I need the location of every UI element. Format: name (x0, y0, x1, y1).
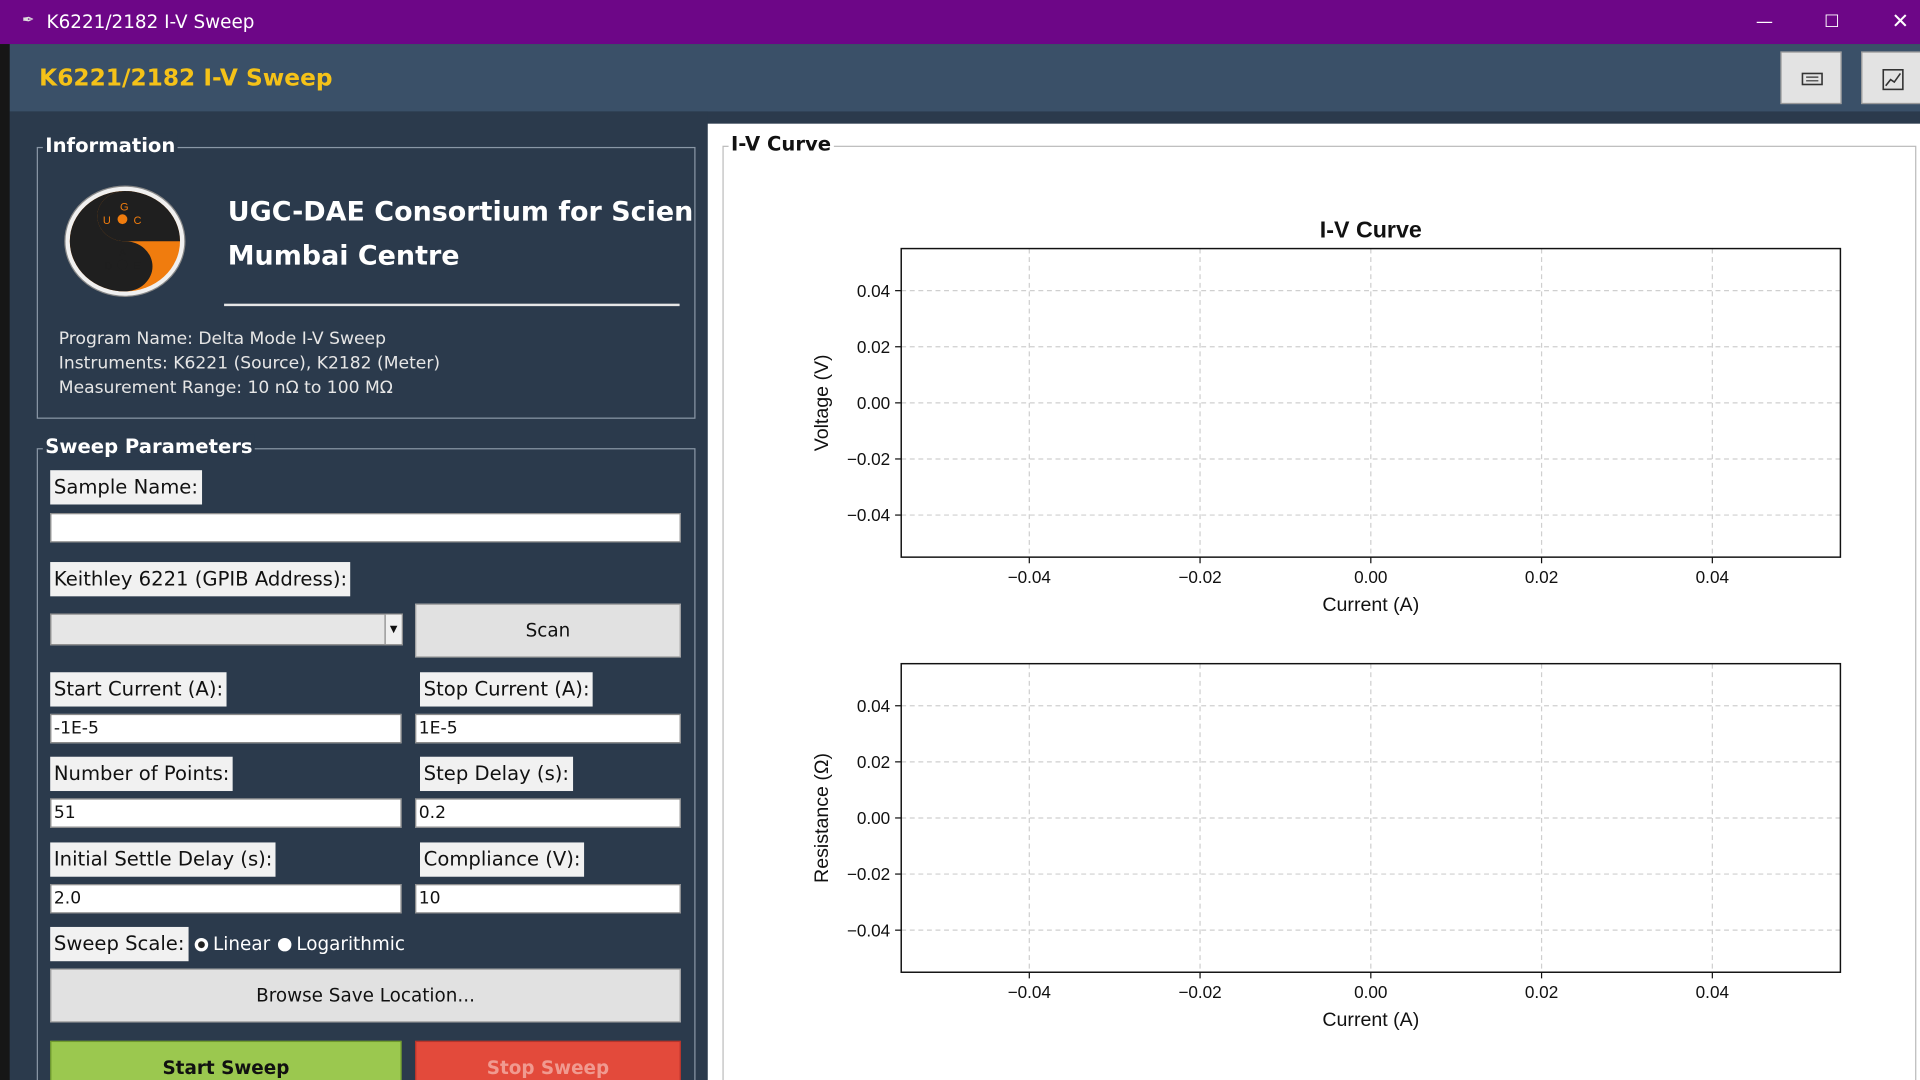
start-current-label: Start Current (A): (50, 672, 227, 707)
y-tick-label: −0.02 (847, 449, 890, 469)
radio-unselected-icon (277, 937, 292, 952)
gpib-address-label: Keithley 6221 (GPIB Address): (50, 562, 351, 597)
logo-letter-a: A (119, 247, 127, 259)
window-title: K6221/2182 I-V Sweep (46, 11, 255, 34)
y-axis-label: Voltage (V) (811, 354, 833, 451)
chart-button[interactable] (1861, 51, 1920, 105)
logo-letter-c: C (133, 215, 141, 227)
chart-icon (1882, 69, 1904, 91)
y-tick-label: 0.02 (857, 337, 890, 357)
sweep-parameters-title: Sweep Parameters (42, 434, 256, 458)
y-tick-label: 0.02 (857, 752, 890, 772)
radio-selected-icon (194, 937, 209, 952)
x-axis-label: Current (A) (1322, 594, 1419, 616)
plot-panel: I-V Curve I-V Curve −0.04 −0.02 0.00 0.02 0.0… (707, 123, 1920, 1080)
number-of-points-input[interactable]: 51 (50, 798, 402, 828)
stop-sweep-button[interactable]: Stop Sweep (415, 1040, 681, 1080)
logarithmic-radio[interactable]: Logarithmic (277, 933, 405, 956)
start-sweep-button[interactable]: Start Sweep (50, 1040, 402, 1080)
x-tick-label: 0.02 (1525, 982, 1558, 1002)
x-tick-label: 0.00 (1354, 567, 1387, 587)
initial-settle-delay-label: Initial Settle Delay (s): (50, 842, 277, 877)
window-titlebar: ✒ K6221/2182 I-V Sweep — ☐ ✕ (0, 0, 1920, 45)
y-tick-label: −0.02 (847, 864, 890, 884)
consortium-logo: G U C A D E (64, 185, 186, 297)
stop-current-label: Stop Current (A): (420, 672, 594, 707)
y-tick-label: 0.00 (857, 808, 890, 828)
sweep-scale-label: Sweep Scale: (50, 926, 189, 962)
compliance-label: Compliance (V): (420, 842, 585, 877)
logo-letter-g: G (120, 202, 129, 214)
x-axis-label: Current (A) (1322, 1009, 1419, 1031)
linear-radio-label: Linear (213, 933, 271, 956)
number-of-points-label: Number of Points: (50, 756, 234, 792)
information-title: Information (42, 133, 178, 157)
logarithmic-radio-label: Logarithmic (296, 933, 405, 956)
stop-current-input[interactable]: 1E-5 (415, 713, 681, 744)
scan-button[interactable]: Scan (415, 603, 681, 658)
x-tick-label: −0.02 (1178, 982, 1221, 1002)
org-line-1: UGC-DAE Consortium for Scientif (227, 197, 694, 228)
browse-save-location-button[interactable]: Browse Save Location... (50, 968, 681, 1023)
x-tick-label: 0.04 (1696, 982, 1730, 1002)
start-current-input[interactable]: -1E-5 (50, 713, 402, 744)
left-panel: Information G U C A D E UGC-DAE Consorti… (9, 111, 708, 1080)
plot-area-frame (900, 662, 1842, 973)
chart-title: I-V Curve (1320, 217, 1422, 243)
iv-curve-group: I-V Curve (722, 132, 1917, 1080)
maximize-icon[interactable]: ☐ (1824, 12, 1840, 32)
y-axis-label: Resistance (Ω) (811, 753, 833, 883)
x-tick-label: −0.04 (1008, 982, 1052, 1002)
left-edge (0, 44, 10, 1080)
y-tick-label: 0.04 (857, 281, 891, 301)
y-tick-label: 0.00 (857, 393, 890, 413)
iv-curve-group-title: I-V Curve (728, 132, 834, 156)
x-tick-label: −0.04 (1008, 567, 1052, 587)
logo-letter-e: E (133, 260, 140, 272)
compliance-input[interactable]: 10 (415, 884, 681, 914)
gpib-address-select[interactable]: ▼ (50, 613, 403, 646)
sample-name-label: Sample Name: (50, 470, 202, 505)
logo-letter-u: U (103, 215, 111, 227)
keyboard-icon (1801, 72, 1823, 86)
step-delay-label: Step Delay (s): (420, 756, 573, 792)
feather-icon: ✒ (22, 11, 35, 29)
sample-name-input[interactable] (50, 513, 681, 543)
organization-name: UGC-DAE Consortium for Scientif Mumbai C… (228, 191, 693, 279)
plot-area-frame (900, 247, 1842, 558)
keyboard-button[interactable] (1780, 51, 1842, 105)
org-line-2: Mumbai Centre (227, 241, 460, 272)
initial-settle-delay-input[interactable]: 2.0 (50, 884, 402, 914)
minimize-icon[interactable]: — (1755, 12, 1774, 32)
logo-letter-d: D (104, 260, 112, 272)
linear-radio[interactable]: Linear (194, 933, 271, 956)
close-icon[interactable]: ✕ (1891, 9, 1910, 35)
range-text: Measurement Range: 10 nΩ to 100 MΩ (58, 378, 393, 398)
sweep-parameters-group: Sweep Parameters Sample Name: Keithley 6… (36, 434, 696, 1080)
y-tick-label: 0.04 (857, 696, 891, 716)
x-tick-label: 0.00 (1354, 982, 1387, 1002)
app-header: K6221/2182 I-V Sweep (9, 44, 1920, 112)
program-name-text: Program Name: Delta Mode I-V Sweep (58, 329, 387, 349)
information-group: Information G U C A D E UGC-DAE Consorti… (36, 133, 696, 419)
x-tick-label: 0.02 (1525, 567, 1558, 587)
chevron-down-icon[interactable]: ▼ (384, 614, 402, 645)
x-tick-label: 0.04 (1696, 567, 1730, 587)
y-tick-label: −0.04 (847, 920, 891, 940)
instruments-text: Instruments: K6221 (Source), K2182 (Mete… (58, 353, 441, 374)
x-tick-label: −0.02 (1178, 567, 1221, 587)
y-tick-label: −0.04 (847, 505, 891, 525)
app-title: K6221/2182 I-V Sweep (39, 64, 333, 92)
iv-plots[interactable]: I-V Curve −0.04 −0.02 0.00 0.02 0.04 −0.04 −0.0… (708, 124, 1920, 1080)
info-divider (224, 303, 680, 307)
step-delay-input[interactable]: 0.2 (415, 798, 681, 828)
